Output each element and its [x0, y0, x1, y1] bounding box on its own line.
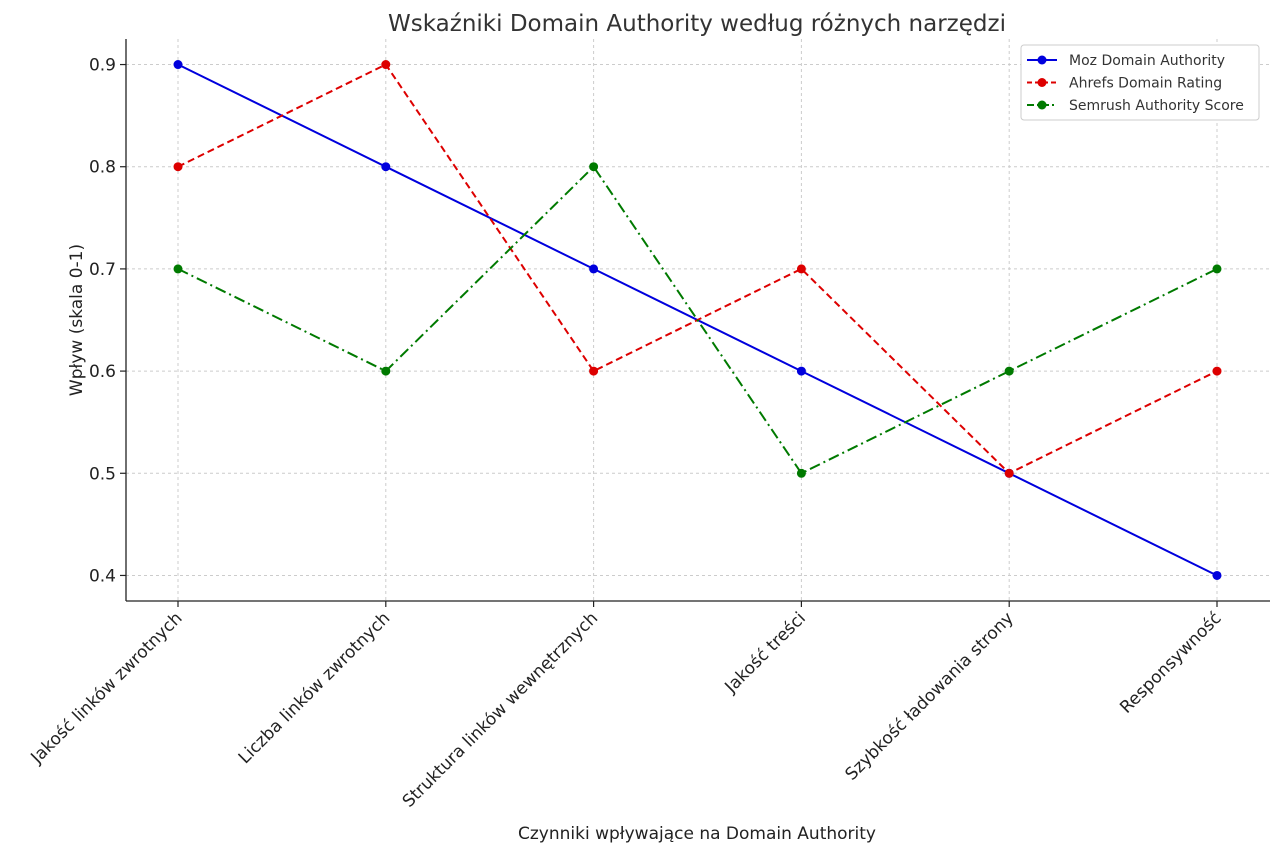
y-tick-label: 0.9: [89, 56, 116, 76]
x-tick-label: Jakość treści: [721, 608, 810, 697]
data-point: [589, 162, 599, 172]
data-point: [381, 60, 391, 70]
y-axis-label: Wpływ (skala 0-1): [67, 244, 87, 396]
legend-marker: [1037, 78, 1047, 87]
x-tick-label: Responsywność: [1116, 608, 1225, 717]
legend-label: Semrush Authority Score: [1069, 98, 1244, 114]
data-point: [1004, 366, 1014, 376]
series-group: [173, 60, 1222, 580]
data-point: [796, 264, 806, 274]
legend-marker: [1037, 100, 1047, 110]
x-tick-label: Jakość linków zwrotnych: [27, 608, 187, 768]
data-point: [381, 162, 391, 172]
legend: Moz Domain Authority Ahrefs Domain Rating…: [1020, 44, 1260, 121]
x-axis-label: Czynniki wpływające na Domain Authority: [518, 824, 876, 844]
x-ticks: Jakość linków zwrotnych Liczba linków zwr…: [27, 601, 1226, 812]
y-tick-label: 0.4: [89, 566, 116, 586]
axes: [125, 39, 1270, 602]
legend-label: Moz Domain Authority: [1069, 53, 1225, 69]
data-point: [796, 366, 806, 376]
data-point: [1212, 366, 1222, 376]
data-point: [589, 366, 599, 376]
data-point: [1004, 468, 1014, 478]
data-point: [173, 60, 183, 70]
legend-label: Ahrefs Domain Rating: [1069, 76, 1222, 92]
x-tick-label: Szybkość ładowania strony: [841, 608, 1017, 784]
y-tick-label: 0.7: [89, 260, 116, 280]
legend-marker: [1037, 55, 1047, 65]
legend-box: [1020, 44, 1260, 121]
chart-title: Wskaźniki Domain Authority według różnyc…: [388, 11, 1006, 37]
data-point: [1212, 264, 1222, 274]
y-tick-label: 0.5: [89, 464, 116, 484]
y-tick-label: 0.8: [89, 158, 116, 178]
data-point: [796, 468, 806, 478]
data-point: [173, 162, 183, 172]
x-tick-label: Liczba linków zwrotnych: [235, 608, 395, 768]
data-point: [589, 264, 599, 274]
data-point: [173, 264, 183, 274]
grid: [126, 39, 1270, 601]
x-tick-label: Struktura linków wewnętrznych: [399, 608, 602, 811]
data-point: [1212, 570, 1222, 580]
y-ticks: 0.4 0.5 0.6 0.7 0.8 0.9: [89, 56, 126, 586]
y-tick-label: 0.6: [89, 362, 116, 382]
series-line: [177, 165, 1218, 475]
data-point: [381, 366, 391, 376]
